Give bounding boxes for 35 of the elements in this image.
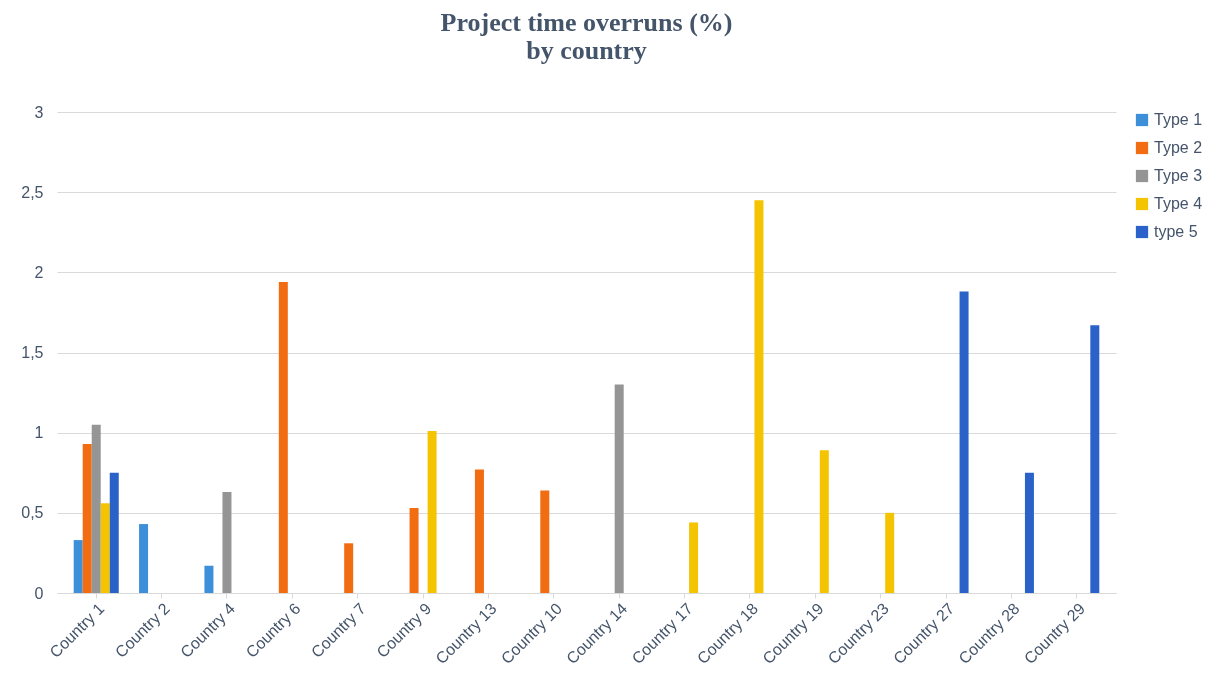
- bar: [204, 565, 214, 593]
- bar: [819, 450, 829, 593]
- y-tick-label: 1,5: [21, 344, 44, 361]
- bar: [885, 512, 895, 593]
- y-tick-label: 0,5: [21, 504, 44, 522]
- bar: [139, 524, 149, 593]
- chart-title: Project time overruns (%) by country: [440, 8, 733, 65]
- bar: [474, 469, 484, 593]
- bar: [427, 431, 437, 593]
- bar: [73, 540, 83, 593]
- bar: [100, 503, 110, 593]
- legend-label: Type 1: [1154, 111, 1203, 128]
- bar: [344, 543, 354, 593]
- bar: [109, 472, 119, 593]
- bar: [689, 522, 699, 593]
- bar: [222, 491, 232, 593]
- legend-label: Type 2: [1154, 139, 1203, 156]
- legend-label: Type 3: [1154, 167, 1203, 184]
- bar: [754, 200, 764, 593]
- bar: [82, 443, 92, 593]
- bar: [91, 424, 101, 593]
- bar: [278, 281, 288, 593]
- y-tick-label: 2,5: [21, 183, 44, 201]
- y-tick-label: 1: [34, 424, 44, 442]
- bar: [614, 384, 624, 593]
- y-tick-label: 2: [34, 263, 44, 281]
- bar: [1090, 325, 1100, 593]
- bar: [1024, 472, 1034, 593]
- y-tick-label: 3: [34, 103, 44, 121]
- bar: [409, 508, 419, 593]
- bar: [540, 490, 550, 593]
- legend-label: type 5: [1154, 223, 1198, 240]
- y-tick-label: 0: [34, 584, 44, 602]
- bar: [959, 291, 969, 593]
- legend-label: Type 4: [1154, 195, 1203, 212]
